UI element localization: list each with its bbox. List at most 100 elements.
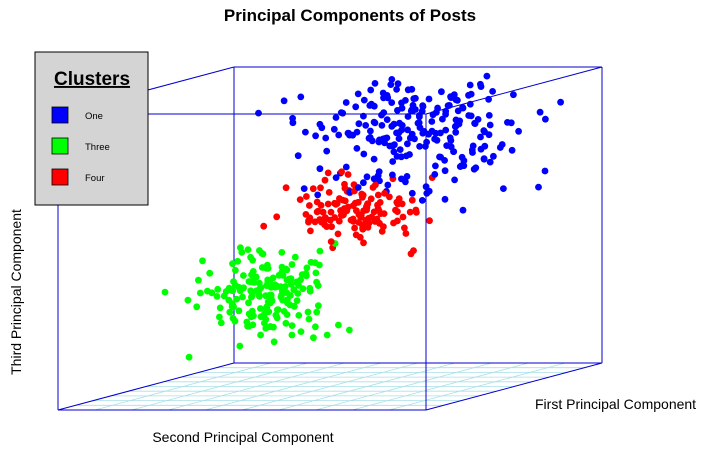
point-one [389,158,397,165]
box-edge [425,66,603,115]
point-three [287,281,295,288]
point-three [277,293,285,301]
point-four [282,184,290,192]
point-three [252,273,260,281]
point-one [418,107,426,115]
point-three [256,285,264,293]
point-three [255,279,263,287]
point-four [392,206,399,214]
point-four [324,169,332,177]
point-one [396,146,404,154]
point-one [481,128,488,136]
point-three [278,249,286,256]
point-one [441,195,449,203]
point-one [330,125,338,133]
point-three [261,319,268,327]
point-one [398,104,406,112]
point-four [307,227,314,235]
point-four [402,230,410,237]
point-three [297,328,305,335]
point-three [310,334,317,342]
point-one [433,136,441,144]
point-three [245,299,252,307]
point-one [378,122,386,129]
point-three [244,246,252,254]
point-three [316,247,324,255]
point-one [384,181,392,189]
point-one [387,81,395,88]
point-one [323,147,331,155]
point-four [273,213,281,221]
point-one [498,141,506,148]
point-one [360,179,367,187]
point-three [185,353,193,361]
point-three [232,266,239,274]
point-one [406,151,413,158]
point-three [267,323,274,330]
point-four [349,218,357,225]
point-one [542,115,549,123]
point-four [410,247,417,255]
point-one [432,162,439,170]
legend-swatch-one [51,106,69,124]
point-one [510,91,517,99]
point-three [257,305,264,312]
point-one [388,76,396,83]
chart-title: Principal Components of Posts [224,6,476,25]
point-one [371,119,379,127]
point-one [477,145,485,153]
point-four [327,238,335,246]
point-three [237,244,244,252]
point-one [395,135,403,143]
point-three [304,308,312,316]
point-four [349,202,357,210]
point-one [342,99,350,106]
point-three [228,303,236,310]
point-four [381,189,388,197]
point-one [450,91,458,99]
point-one [441,157,448,164]
point-one [541,167,549,175]
box-edge [425,362,603,411]
point-one [378,111,385,119]
point-three [272,311,280,319]
point-one [486,121,494,129]
point-four [306,214,314,222]
point-one [318,124,326,132]
point-four [340,211,347,219]
point-one [255,109,262,117]
box-edge [57,362,235,411]
point-four [344,203,352,211]
point-three [263,282,270,289]
point-four [352,231,360,239]
point-one [485,112,493,119]
point-four [306,202,313,209]
point-one [415,119,423,127]
point-three [236,342,244,350]
point-three [293,278,300,286]
legend: Clusters One Three Four [34,51,149,206]
point-three [217,319,225,327]
point-one [403,173,411,180]
point-three [196,289,204,297]
point-one [441,167,449,175]
point-one [390,120,398,128]
point-three [213,293,221,300]
point-one [398,99,405,107]
point-four [328,223,335,231]
point-three [312,323,319,331]
point-four [406,208,414,216]
point-one [477,80,484,88]
point-three [235,307,243,315]
point-one [404,126,411,134]
point-four [380,210,388,218]
point-four [327,208,335,216]
point-one [535,183,542,191]
point-three [230,278,237,285]
point-three [248,292,256,299]
point-three [184,296,192,304]
point-one [312,132,319,140]
point-three [286,301,294,309]
point-one [469,149,476,156]
point-one [383,92,391,99]
